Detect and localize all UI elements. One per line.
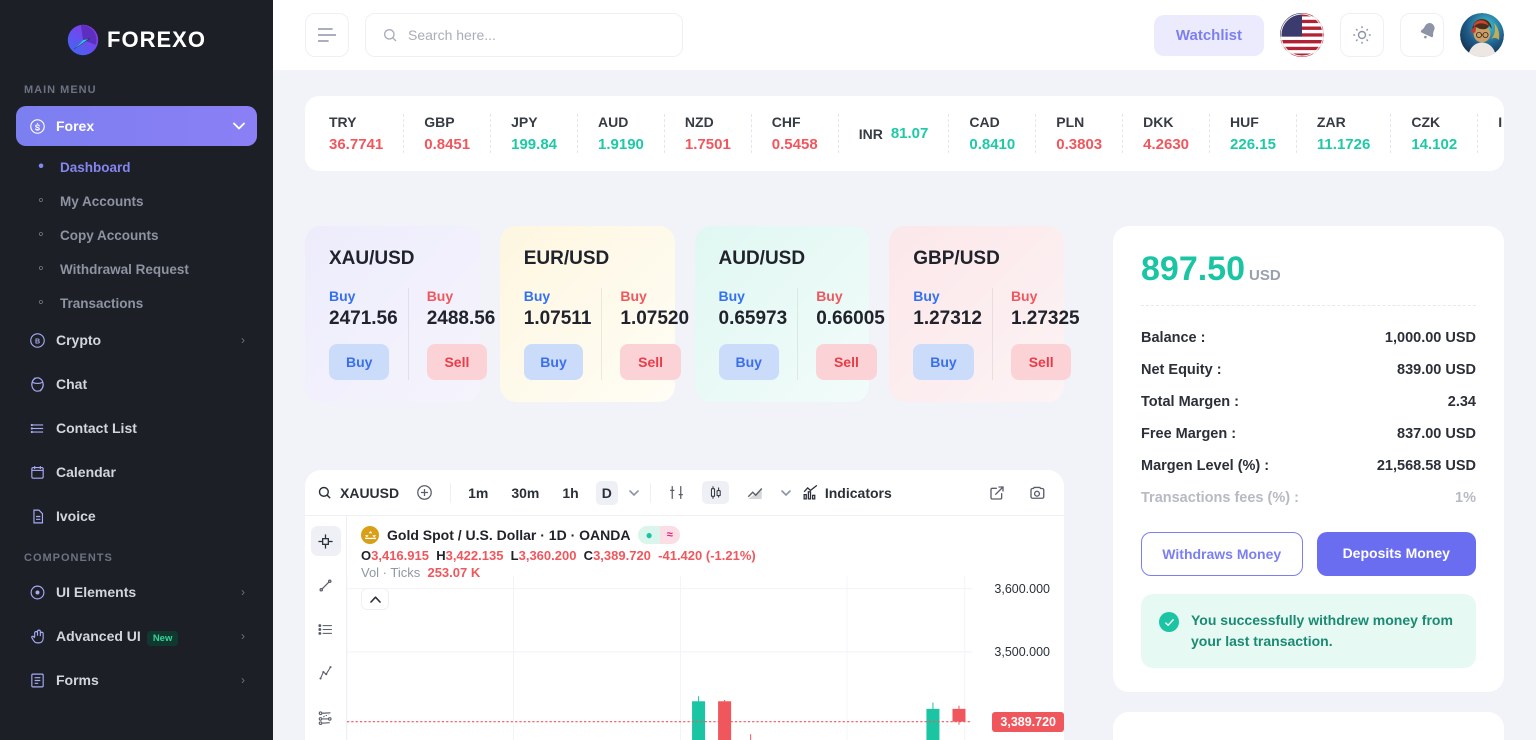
svg-text:B: B xyxy=(34,337,39,345)
